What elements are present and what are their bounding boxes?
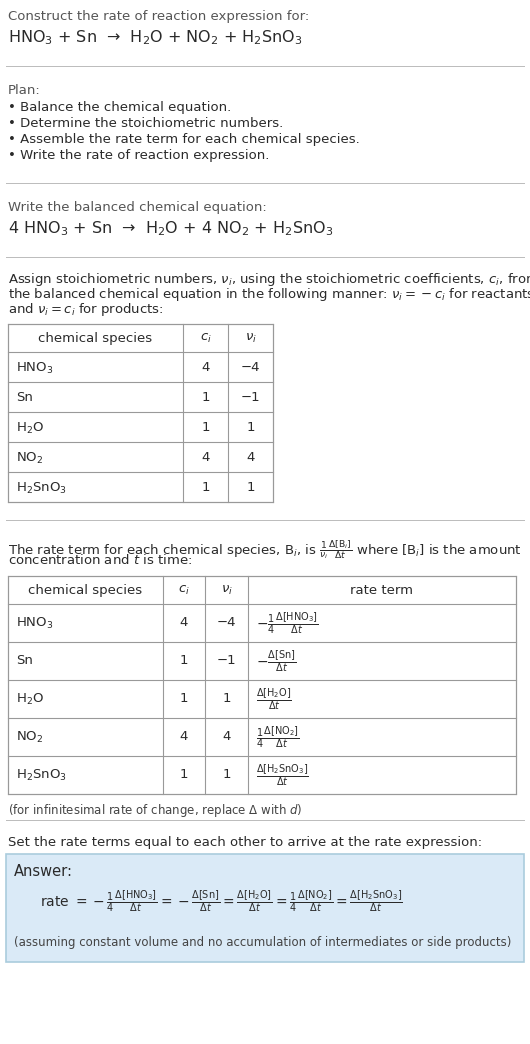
Text: 1: 1 (222, 768, 231, 782)
Text: concentration and $t$ is time:: concentration and $t$ is time: (8, 553, 192, 567)
Text: Assign stoichiometric numbers, $\nu_i$, using the stoichiometric coefficients, $: Assign stoichiometric numbers, $\nu_i$, … (8, 271, 530, 288)
Text: Sn: Sn (16, 392, 33, 404)
Text: H$_2$O: H$_2$O (16, 421, 44, 436)
Text: 1: 1 (246, 421, 255, 434)
Text: The rate term for each chemical species, B$_i$, is $\frac{1}{\nu_i}\frac{\Delta[: The rate term for each chemical species,… (8, 538, 522, 561)
Text: 1: 1 (222, 692, 231, 706)
Text: Answer:: Answer: (14, 864, 73, 879)
Text: $c_i$: $c_i$ (200, 332, 211, 346)
Text: • Write the rate of reaction expression.: • Write the rate of reaction expression. (8, 149, 269, 162)
Text: 1: 1 (180, 692, 188, 706)
Text: NO$_2$: NO$_2$ (16, 730, 43, 744)
Text: $\frac{\Delta[\mathrm{H_2O}]}{\Delta t}$: $\frac{\Delta[\mathrm{H_2O}]}{\Delta t}$ (256, 686, 292, 712)
Text: $-\frac{\Delta[\mathrm{Sn}]}{\Delta t}$: $-\frac{\Delta[\mathrm{Sn}]}{\Delta t}$ (256, 648, 296, 673)
Text: HNO$_3$ + Sn  →  H$_2$O + NO$_2$ + H$_2$SnO$_3$: HNO$_3$ + Sn → H$_2$O + NO$_2$ + H$_2$Sn… (8, 28, 303, 47)
Text: $\frac{1}{4}\frac{\Delta[\mathrm{NO_2}]}{\Delta t}$: $\frac{1}{4}\frac{\Delta[\mathrm{NO_2}]}… (256, 725, 300, 750)
Text: −1: −1 (241, 392, 260, 404)
Text: $\nu_i$: $\nu_i$ (244, 332, 257, 346)
Text: • Determine the stoichiometric numbers.: • Determine the stoichiometric numbers. (8, 117, 283, 130)
Text: $\nu_i$: $\nu_i$ (220, 584, 233, 597)
Text: H$_2$SnO$_3$: H$_2$SnO$_3$ (16, 767, 67, 783)
Bar (8, 324, 273, 502)
Text: 1: 1 (201, 392, 210, 404)
Text: 4: 4 (180, 617, 188, 630)
Text: 4: 4 (201, 451, 210, 464)
Text: • Assemble the rate term for each chemical species.: • Assemble the rate term for each chemic… (8, 133, 360, 146)
Text: (for infinitesimal rate of change, replace Δ with $d$): (for infinitesimal rate of change, repla… (8, 802, 303, 818)
Text: $\frac{\Delta[\mathrm{H_2SnO_3}]}{\Delta t}$: $\frac{\Delta[\mathrm{H_2SnO_3}]}{\Delta… (256, 762, 309, 788)
Text: 1: 1 (180, 768, 188, 782)
Text: H$_2$SnO$_3$: H$_2$SnO$_3$ (16, 481, 67, 496)
Text: H$_2$O: H$_2$O (16, 691, 44, 707)
Text: chemical species: chemical species (29, 584, 143, 597)
Text: Set the rate terms equal to each other to arrive at the rate expression:: Set the rate terms equal to each other t… (8, 836, 482, 849)
Text: HNO$_3$: HNO$_3$ (16, 361, 54, 376)
Bar (8, 576, 516, 794)
Text: (assuming constant volume and no accumulation of intermediates or side products): (assuming constant volume and no accumul… (14, 936, 511, 949)
Text: Plan:: Plan: (8, 84, 41, 97)
Text: • Balance the chemical equation.: • Balance the chemical equation. (8, 101, 231, 114)
Text: 4: 4 (201, 361, 210, 374)
Text: −4: −4 (217, 617, 236, 630)
Text: 4: 4 (180, 731, 188, 743)
Text: Write the balanced chemical equation:: Write the balanced chemical equation: (8, 201, 267, 214)
Text: rate term: rate term (350, 584, 413, 597)
Text: 4: 4 (246, 451, 255, 464)
Text: chemical species: chemical species (39, 332, 153, 345)
Text: −1: −1 (217, 655, 236, 667)
Text: the balanced chemical equation in the following manner: $\nu_i = -c_i$ for react: the balanced chemical equation in the fo… (8, 286, 530, 303)
Text: NO$_2$: NO$_2$ (16, 451, 43, 466)
Text: Sn: Sn (16, 655, 33, 667)
Text: Construct the rate of reaction expression for:: Construct the rate of reaction expressio… (8, 10, 309, 23)
Text: 1: 1 (201, 421, 210, 434)
Text: 4 HNO$_3$ + Sn  →  H$_2$O + 4 NO$_2$ + H$_2$SnO$_3$: 4 HNO$_3$ + Sn → H$_2$O + 4 NO$_2$ + H$_… (8, 219, 333, 238)
Text: 1: 1 (201, 481, 210, 494)
Text: and $\nu_i = c_i$ for products:: and $\nu_i = c_i$ for products: (8, 301, 164, 318)
Text: $-\frac{1}{4}\frac{\Delta[\mathrm{HNO_3}]}{\Delta t}$: $-\frac{1}{4}\frac{\Delta[\mathrm{HNO_3}… (256, 610, 319, 636)
Text: 1: 1 (180, 655, 188, 667)
Bar (6, 854, 524, 962)
Text: −4: −4 (241, 361, 260, 374)
Text: 4: 4 (222, 731, 231, 743)
Text: $c_i$: $c_i$ (178, 584, 190, 597)
Text: rate $= -\frac{1}{4}\frac{\Delta[\mathrm{HNO_3}]}{\Delta t} = -\frac{\Delta[\mat: rate $= -\frac{1}{4}\frac{\Delta[\mathrm… (40, 888, 403, 914)
Text: 1: 1 (246, 481, 255, 494)
Text: HNO$_3$: HNO$_3$ (16, 616, 54, 631)
